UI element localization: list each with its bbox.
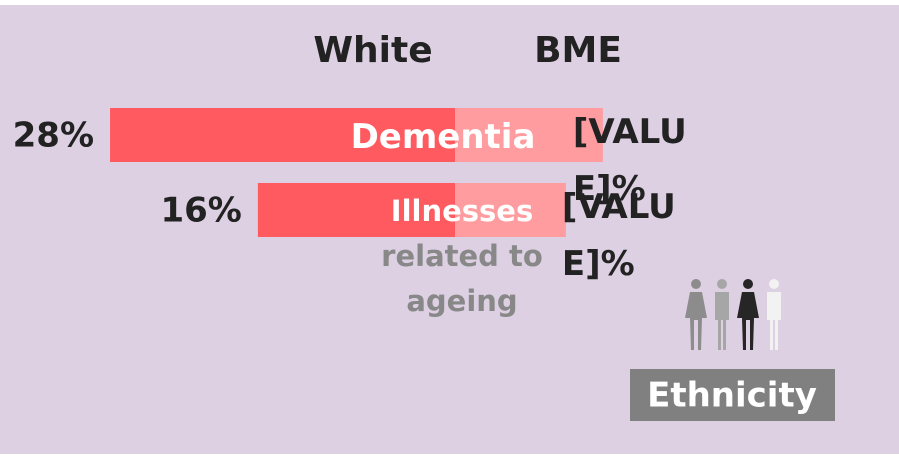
category-label: Dementia: [351, 117, 536, 157]
bar: [455, 183, 566, 237]
value-label: [VALU E]%: [562, 187, 676, 284]
series-header: BME: [534, 30, 622, 71]
value-label: [VALU E]%: [573, 112, 687, 209]
category-label: Illnesses related to ageing: [381, 194, 543, 318]
bar: [110, 108, 455, 162]
people-icons: [685, 279, 781, 350]
ethnicity-label: Ethnicity: [647, 376, 817, 416]
series-header: White: [313, 30, 432, 71]
value-label: 16%: [160, 191, 241, 231]
ethnicity-box: [630, 369, 835, 421]
bar: [257, 183, 455, 237]
value-label: 28%: [13, 116, 94, 156]
bar: [455, 108, 603, 162]
